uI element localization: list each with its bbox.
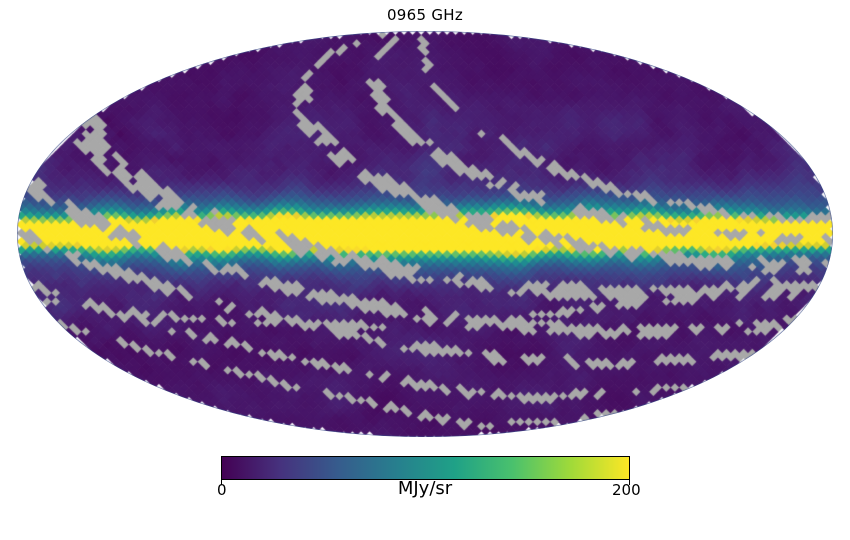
colorbar-tick-max	[629, 480, 630, 485]
colorbar-unit-label: MJy/sr	[397, 478, 453, 499]
healpix-sky-canvas	[17, 31, 833, 437]
all-sky-mollweide-map	[17, 31, 833, 437]
colorbar-tick-min-label: 0	[217, 481, 227, 499]
colorbar-gradient	[221, 456, 630, 480]
page-title: 0965 GHz	[386, 6, 464, 24]
map-ellipse-clip	[17, 31, 833, 437]
colorbar	[221, 456, 630, 485]
colorbar-tick-min	[221, 480, 222, 485]
colorbar-tick-max-label: 200	[612, 481, 641, 499]
